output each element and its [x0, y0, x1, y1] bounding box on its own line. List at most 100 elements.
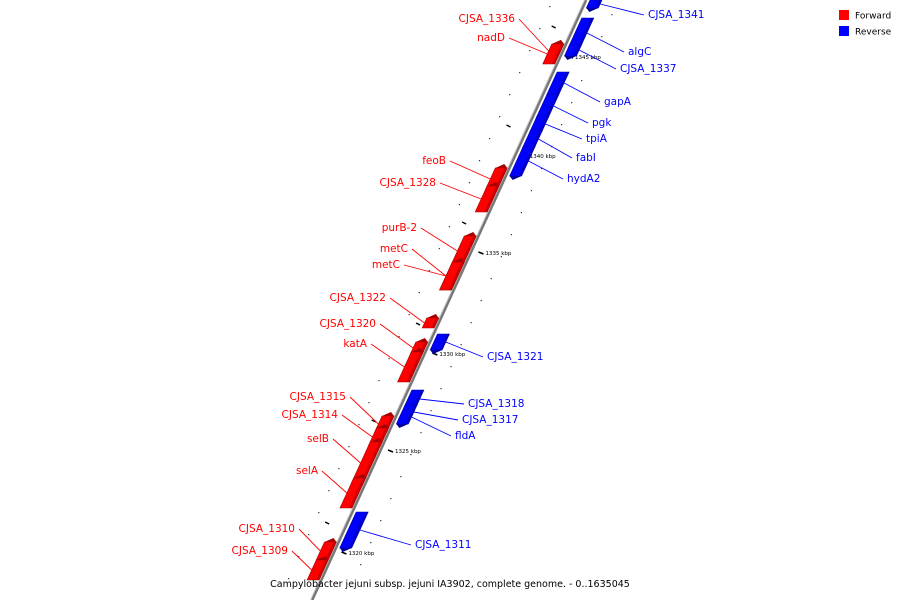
gene-leader-line [341, 414, 373, 438]
minor-tick [360, 564, 362, 566]
major-tick [506, 124, 511, 128]
gene-leader-line [359, 529, 412, 546]
major-tick [387, 449, 394, 453]
gene-arrow-head [426, 314, 439, 318]
minor-tick [539, 28, 541, 30]
gene-leader-line [420, 227, 458, 252]
gene-leader-line [578, 49, 617, 70]
minor-tick [509, 94, 511, 96]
gene-label[interactable]: gapA [604, 96, 632, 108]
gene-leader-line [586, 32, 625, 53]
minor-tick [458, 204, 461, 206]
minor-tick [428, 270, 430, 272]
gene-label[interactable]: CJSA_1314 [282, 409, 339, 421]
gene-leader-line [389, 297, 425, 324]
gene-label[interactable]: CJSA_1320 [320, 318, 376, 330]
minor-tick [408, 314, 410, 316]
gene-arrow-head [487, 182, 500, 186]
gene-label[interactable]: metC [372, 259, 400, 271]
gene-label[interactable]: pgk [592, 117, 612, 129]
minor-tick [499, 116, 501, 118]
gene-feature-shade [459, 236, 477, 266]
minor-tick [581, 80, 583, 82]
gene-feature-shade [348, 512, 369, 548]
gene-feature-shade [316, 560, 329, 580]
gene-leader-line [538, 138, 573, 159]
minor-tick [519, 72, 521, 74]
gene-arrow-head [339, 548, 352, 552]
gene-leader-line [298, 528, 321, 552]
gene-arrow-head [376, 424, 389, 428]
gene-feature-shade [556, 72, 570, 94]
gene-label[interactable]: tpiA [586, 133, 608, 145]
gene-feature-shade [448, 262, 465, 290]
legend-reverse-swatch [839, 26, 849, 36]
gene-label[interactable]: hydA2 [567, 173, 600, 185]
gene-leader-line [449, 160, 491, 180]
gene-leader-line [321, 470, 348, 494]
gene-feature-shade [573, 44, 582, 56]
gene-label[interactable]: selB [307, 433, 329, 445]
major-tick [551, 25, 556, 29]
gene-label[interactable]: purB-2 [382, 222, 417, 234]
gene-label[interactable]: CJSA_1341 [648, 9, 704, 21]
gene-arrow-head [415, 338, 428, 342]
gene-feature-shade [439, 334, 450, 350]
minor-tick [400, 476, 402, 478]
gene-label[interactable]: CJSA_1311 [415, 539, 471, 551]
gene-features [306, 0, 603, 581]
minor-tick [370, 542, 372, 544]
gene-leader-line [553, 105, 589, 124]
gene-leader-line [291, 550, 312, 571]
major-tick [324, 521, 330, 525]
gene-label[interactable]: CJSA_1336 [459, 13, 516, 25]
gene-leader-line [411, 416, 452, 437]
gene-label[interactable]: CJSA_1315 [290, 391, 346, 403]
gene-arrow-head [564, 56, 577, 60]
tick-label: 1330 kbp [439, 352, 465, 358]
map-caption: Campylobacter jejuni subsp. jejuni IA390… [270, 579, 630, 590]
gene-feature-shade [405, 410, 415, 424]
minor-tick [460, 344, 462, 346]
tick-label: 1320 kbp [348, 551, 374, 557]
major-tick [341, 551, 347, 555]
gene-label[interactable]: katA [343, 338, 367, 350]
genome-backbone [310, 0, 588, 600]
gene-labels: CJSA_1341 CJSA_1336 nadD algC CJSA_1337 gapA p… [232, 3, 704, 571]
gene-label[interactable]: feoB [422, 155, 446, 167]
minor-tick [390, 498, 392, 500]
minor-tick [288, 578, 290, 580]
gene-label[interactable]: CJSA_1328 [380, 177, 436, 189]
gene-label[interactable]: fabI [576, 152, 596, 164]
gene-label[interactable]: selA [296, 465, 319, 477]
gene-label[interactable]: CJSA_1321 [487, 351, 543, 363]
gene-feature-shade [577, 18, 594, 48]
gene-label[interactable]: CJSA_1318 [468, 398, 524, 410]
gene-arrow-head [370, 438, 383, 442]
gene-label[interactable]: CJSA_1310 [239, 523, 295, 535]
gene-feature-shade [531, 130, 543, 148]
minor-tick [328, 490, 330, 492]
minor-tick [529, 50, 531, 52]
gene-label[interactable]: metC [380, 243, 408, 255]
gene-label[interactable]: CJSA_1317 [462, 414, 518, 426]
gene-feature-shade [431, 318, 439, 328]
gene-feature-shade [406, 352, 424, 382]
minor-tick [611, 14, 613, 16]
gene-label[interactable]: algC [628, 46, 651, 58]
gene-label[interactable]: CJSA_1322 [330, 292, 386, 304]
minor-tick [388, 358, 390, 360]
gene-label[interactable]: CJSA_1309 [232, 545, 288, 557]
gene-label[interactable]: CJSA_1337 [620, 63, 676, 75]
gene-leader-line [413, 411, 459, 421]
gene-label[interactable]: fldA [455, 430, 476, 442]
gene-arrow-head [452, 258, 465, 262]
minor-tick [430, 410, 432, 412]
minor-tick [520, 212, 523, 214]
minor-tick [350, 586, 352, 588]
gene-label[interactable]: nadD [477, 32, 505, 44]
minor-tick [450, 366, 452, 368]
minor-tick [418, 292, 420, 294]
minor-tick [490, 278, 492, 280]
